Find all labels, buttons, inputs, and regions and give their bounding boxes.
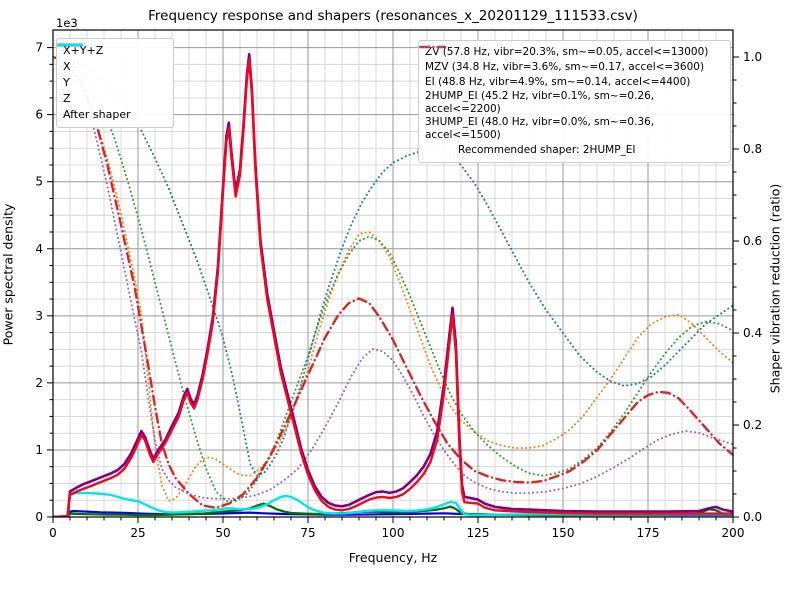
y-left-tick-label: 0 <box>35 510 43 524</box>
legend-item-x: X <box>57 43 165 75</box>
series-ei <box>53 56 733 502</box>
legend-item-label: MZV (34.8 Hz, vibr=3.6%, sm~=0.17, accel… <box>425 60 705 73</box>
legend-line-sample-after-shaper <box>57 43 83 47</box>
series-x <box>53 58 733 517</box>
y-left-tick-label: 7 <box>35 41 43 55</box>
y-left-tick-label: 5 <box>35 175 43 189</box>
y-right-tick-label: 0.2 <box>743 418 762 432</box>
legend-item-zv: ZV (57.8 Hz, vibr=20.3%, sm~=0.05, accel… <box>419 45 722 60</box>
y-left-tick-label: 6 <box>35 108 43 122</box>
series-2hump_ei <box>53 55 733 509</box>
legend-item-after-shaper: After shaper <box>57 43 165 123</box>
legend-item-label: Y <box>63 76 70 90</box>
y-axis-left-label: Power spectral density <box>0 203 16 346</box>
y-right-tick-label: 0.8 <box>743 142 762 156</box>
y-left-tick-label: 4 <box>35 242 43 256</box>
legend-item-z: Z <box>57 43 165 107</box>
legend-item-label: ZV (57.8 Hz, vibr=20.3%, sm~=0.05, accel… <box>425 45 709 58</box>
series-zv <box>53 56 733 477</box>
legend-item-label: Z <box>63 92 71 106</box>
y-left-tick-label: 1 <box>35 443 43 457</box>
series-3hump_ei <box>53 56 733 500</box>
y-left-tick-label: 3 <box>35 309 43 323</box>
x-tick-label: 200 <box>722 526 745 540</box>
legend-line-sample-3hump_ei <box>419 46 446 48</box>
x-axis-label: Frequency, Hz <box>348 550 438 565</box>
x-tick-label: 125 <box>467 526 490 540</box>
x-tick-label: 50 <box>215 526 230 540</box>
x-tick-label: 100 <box>382 526 405 540</box>
legend-item-mzv: MZV (34.8 Hz, vibr=3.6%, sm~=0.17, accel… <box>419 46 722 75</box>
recommended-shaper-note: Recommended shaper: 2HUMP_EI <box>458 144 636 156</box>
legend-item-label: X+Y+Z <box>63 44 104 58</box>
x-tick-label: 150 <box>552 526 575 540</box>
legend-item-2hump_ei: 2HUMP_EI (45.2 Hz, vibr=0.1%, sm~=0.26, … <box>419 45 722 116</box>
y-right-tick-label: 0.0 <box>743 510 762 524</box>
series-x-y-z <box>53 53 733 517</box>
legend-item-label: After shaper <box>63 108 131 122</box>
legend-item-label: 2HUMP_EI (45.2 Hz, vibr=0.1%, sm~=0.26, … <box>425 90 655 116</box>
y-axis-right-label: Shaper vibration reduction (ratio) <box>767 183 783 394</box>
chart-title: Frequency response and shapers (resonanc… <box>148 8 638 24</box>
y-left-tick-label: 2 <box>35 376 43 390</box>
legend-psd: X+Y+Z X Y Z After shaper <box>56 38 174 128</box>
y-right-tick-label: 1.0 <box>743 50 762 64</box>
legend-item-ei: EI (48.8 Hz, vibr=4.9%, sm~=0.14, accel<… <box>419 46 722 90</box>
series-after-shaper <box>53 491 733 517</box>
x-tick-label: 25 <box>130 526 145 540</box>
x-tick-label: 0 <box>49 526 57 540</box>
y-axis-offset-label: 1e3 <box>56 16 78 30</box>
x-tick-label: 175 <box>637 526 660 540</box>
x-tick-label: 75 <box>300 526 315 540</box>
y-right-tick-label: 0.4 <box>743 326 762 340</box>
legend-item-label: X <box>63 60 71 74</box>
legend-item-label: 3HUMP_EI (48.0 Hz, vibr=0.0%, sm~=0.36, … <box>425 116 655 142</box>
curves-group <box>53 53 733 517</box>
legend-shapers: ZV (57.8 Hz, vibr=20.3%, sm~=0.05, accel… <box>418 40 731 163</box>
legend-item-label: EI (48.8 Hz, vibr=4.9%, sm~=0.14, accel<… <box>425 75 691 88</box>
legend-item-3hump_ei: 3HUMP_EI (48.0 Hz, vibr=0.0%, sm~=0.36, … <box>419 46 722 142</box>
y-right-tick-label: 0.6 <box>743 234 762 248</box>
legend-item-y: Y <box>57 43 165 91</box>
